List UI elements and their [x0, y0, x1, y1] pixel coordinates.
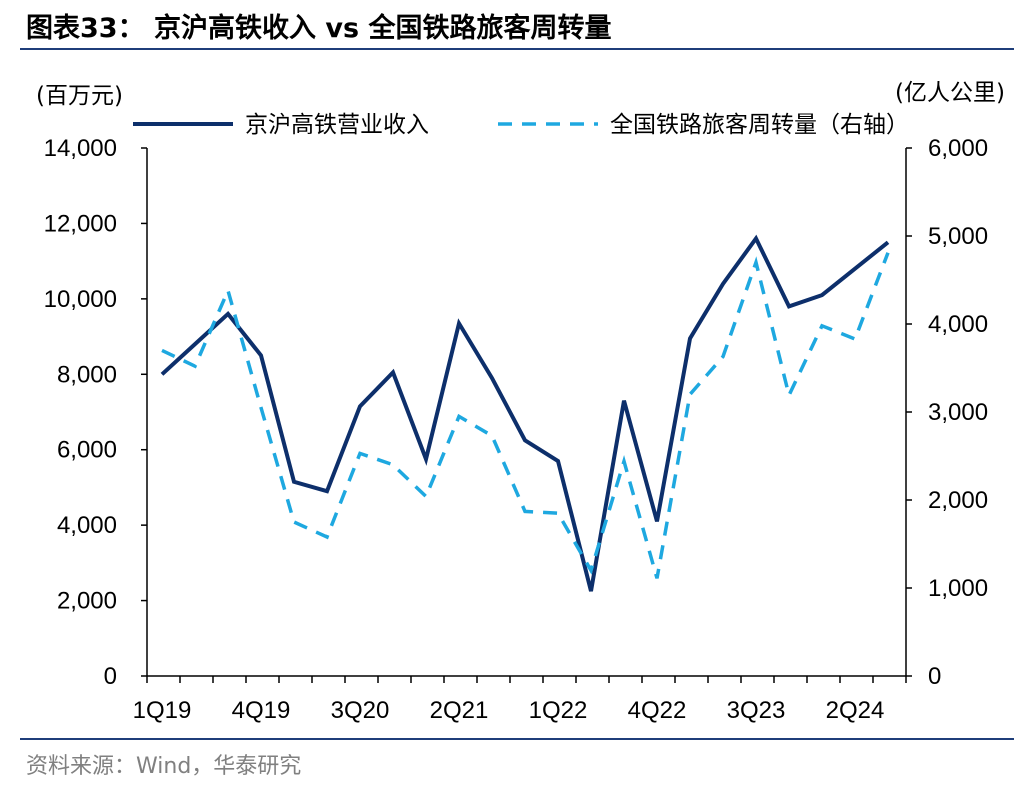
left-axis-tick-label: 6,000: [57, 437, 117, 464]
x-axis-tick-label: 1Q19: [133, 697, 192, 724]
series-line-2: [161, 252, 890, 579]
right-axis-tick-label: 3,000: [928, 399, 988, 426]
left-axis-tick-label: 2,000: [57, 588, 117, 615]
chart-tick-labels: 0 2,000 4,000 6,000 8,000 10,000 12,000 14,000 0…: [44, 135, 988, 724]
x-axis-tick-label: 2Q24: [826, 697, 885, 724]
right-axis-tick-label: 0: [928, 663, 941, 690]
chart-series: [160, 234, 890, 592]
chart-axes: [141, 147, 912, 683]
right-axis-tick-label: 2,000: [928, 487, 988, 514]
x-axis-tick-label: 2Q21: [430, 697, 489, 724]
right-axis-tick-label: 1,000: [928, 575, 988, 602]
right-axis-tick-label: 5,000: [928, 223, 988, 250]
x-axis-tick-label: 4Q19: [232, 697, 291, 724]
right-axis-tick-label: 4,000: [928, 311, 988, 338]
left-axis-tick-label: 10,000: [44, 286, 117, 313]
x-axis-tick-label: 3Q20: [331, 697, 390, 724]
source-rule: [20, 738, 1014, 740]
x-axis-tick-label: 1Q22: [529, 697, 588, 724]
legend-label-2: 全国铁路旅客周转量（右轴）: [610, 112, 909, 138]
x-axis-tick-label: 3Q23: [727, 697, 786, 724]
title-rule: [20, 48, 1014, 50]
left-axis-tick-label: 4,000: [57, 512, 117, 539]
chart-legend: 京沪高铁营业收入 全国铁路旅客周转量（右轴）: [133, 112, 909, 138]
source-note: 资料来源：Wind，华泰研究: [26, 754, 302, 779]
legend-label-1: 京沪高铁营业收入: [245, 112, 429, 138]
right-axis-tick-label: 6,000: [928, 135, 988, 162]
left-axis-unit: (百万元): [36, 83, 123, 109]
left-axis-tick-label: 0: [104, 663, 117, 690]
left-axis-tick-label: 8,000: [57, 361, 117, 388]
left-axis-tick-label: 14,000: [44, 135, 117, 162]
figure-title: 图表33： 京沪高铁收入 vs 全国铁路旅客周转量: [26, 13, 612, 44]
right-axis-unit: (亿人公里): [895, 80, 1005, 106]
left-axis-tick-label: 12,000: [44, 210, 117, 237]
series-line-1: [160, 234, 890, 592]
x-axis-tick-label: 4Q22: [628, 697, 687, 724]
